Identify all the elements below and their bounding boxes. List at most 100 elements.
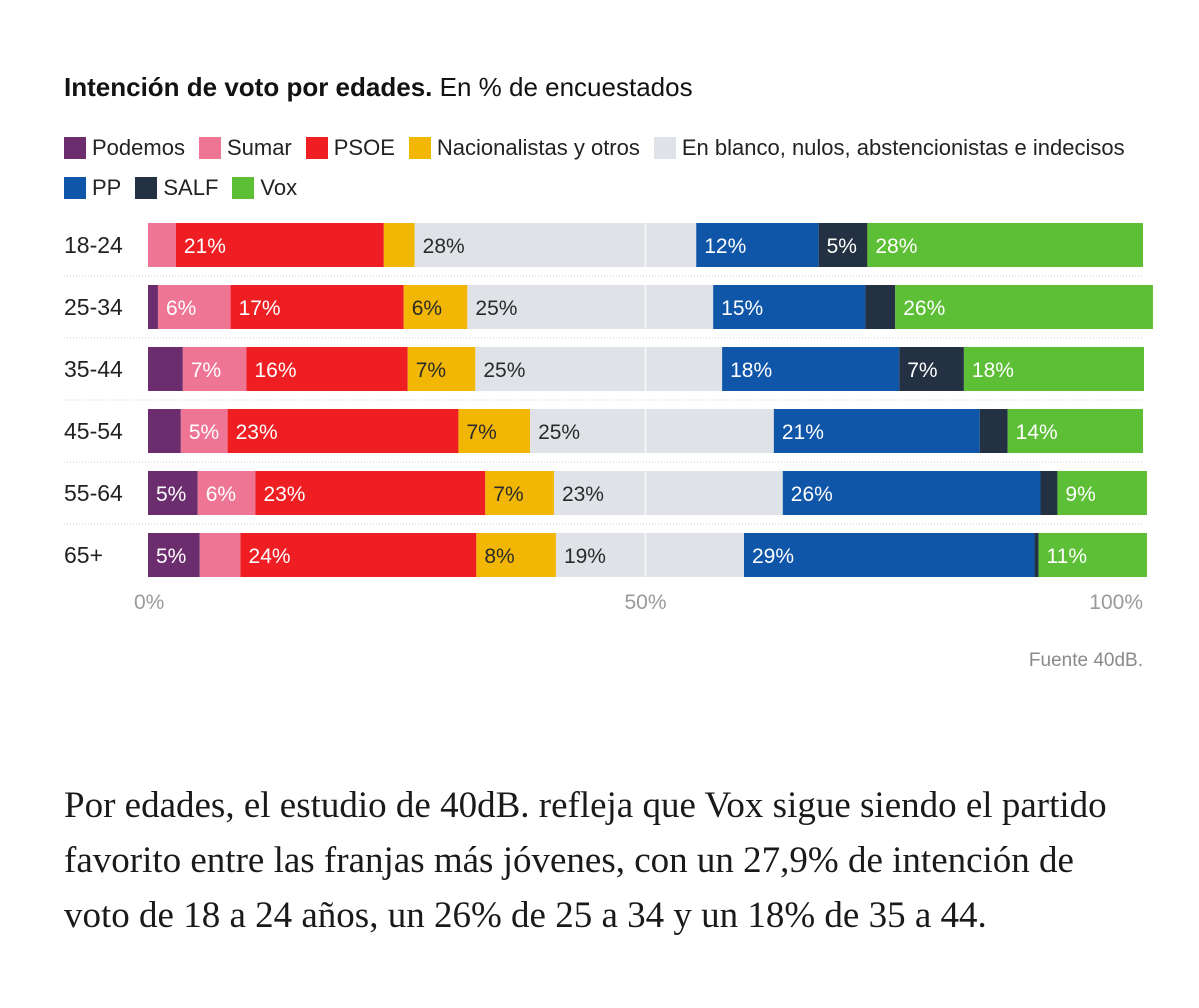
legend-label: Podemos	[92, 135, 185, 160]
bar-segment-psoe	[175, 223, 384, 267]
legend-label: Sumar	[226, 135, 292, 160]
data-label: 7%	[416, 359, 446, 382]
legend-item-psoe: PSOE	[305, 128, 395, 168]
legend-item-vox: Vox	[232, 168, 297, 208]
data-label: 16%	[255, 359, 297, 382]
bar-segment-en-blanco-nulos-abstencionistas-e-indecisos	[467, 285, 714, 329]
data-label: 7%	[493, 483, 523, 506]
data-label: 28%	[423, 235, 465, 258]
bar-segment-podemos	[148, 409, 181, 453]
bar-segment-podemos	[148, 285, 158, 329]
data-label: 17%	[239, 297, 281, 320]
legend-label: SALF	[163, 175, 219, 200]
data-label: 5%	[156, 483, 186, 506]
legend-item-sumar: Sumar	[198, 128, 292, 168]
bar-segment-salf	[818, 223, 868, 267]
legend-item-salf: SALF	[135, 168, 218, 208]
legend-swatch	[305, 137, 328, 159]
article-paragraph: Por edades, el estudio de 40dB. refleja …	[64, 785, 1107, 936]
legend-label: Nacionalistas y otros	[436, 135, 640, 160]
bar-segment-pp	[782, 471, 1041, 515]
data-label: 7%	[191, 359, 221, 382]
bar-segment-salf	[899, 347, 964, 391]
bar-segment-nacionalistas-y-otros	[485, 471, 554, 515]
legend-item-podemos: Podemos	[64, 128, 185, 168]
data-label: 24%	[249, 545, 291, 568]
data-label: 18%	[972, 359, 1014, 382]
data-label: 6%	[206, 483, 236, 506]
legend-label: PP	[92, 175, 122, 200]
data-label: 9%	[1065, 483, 1095, 506]
row-label-45-54: 45-54	[64, 418, 123, 444]
bar-segment-nacionalistas-y-otros	[407, 347, 476, 391]
bar-segment-psoe	[240, 533, 477, 577]
bar-segment-salf	[865, 285, 896, 329]
data-label: 25%	[483, 359, 525, 382]
bar-segment-vox	[963, 347, 1144, 391]
bar-segment-nacionalistas-y-otros	[383, 223, 415, 267]
bar-segment-sumar	[199, 533, 241, 577]
bar-segment-pp	[744, 533, 1035, 577]
bar-segment-vox	[1038, 533, 1147, 577]
data-label: 25%	[538, 421, 580, 444]
data-label: 5%	[156, 545, 186, 568]
row-label-65+: 65+	[64, 542, 103, 568]
bar-segment-en-blanco-nulos-abstencionistas-e-indecisos	[414, 223, 697, 267]
data-label: 14%	[1016, 421, 1058, 444]
data-label: 12%	[704, 235, 746, 258]
legend-swatch	[232, 177, 255, 199]
data-label: 18%	[730, 359, 772, 382]
chart-subtitle: En % de encuestados	[439, 72, 693, 102]
bar-segment-psoe	[255, 471, 486, 515]
data-label: 7%	[907, 359, 937, 382]
data-label: 23%	[562, 483, 604, 506]
x-tick-label: 100%	[1089, 591, 1143, 614]
bar-segment-pp	[773, 409, 980, 453]
bar-segment-vox	[895, 285, 1153, 329]
data-label: 28%	[875, 235, 917, 258]
data-label: 11%	[1047, 545, 1087, 568]
bar-segment-nacionalistas-y-otros	[476, 533, 556, 577]
legend-swatch	[64, 177, 86, 199]
bar-segment-pp	[713, 285, 866, 329]
bar-segment-sumar	[197, 471, 256, 515]
bar-segment-salf	[1034, 533, 1039, 577]
bar-segment-en-blanco-nulos-abstencionistas-e-indecisos	[475, 347, 723, 391]
bar-segment-en-blanco-nulos-abstencionistas-e-indecisos	[555, 533, 745, 577]
bar-segment-salf	[979, 409, 1008, 453]
data-label: 23%	[263, 483, 305, 506]
data-label: 29%	[752, 545, 794, 568]
x-tick-label: 0%	[134, 591, 164, 614]
legend-swatch	[198, 137, 221, 159]
legend-item-pp: PP	[64, 168, 121, 208]
bar-segment-podemos	[148, 533, 200, 577]
data-label: 5%	[189, 421, 219, 444]
legend-swatch	[64, 137, 86, 159]
bar-segment-pp	[696, 223, 819, 267]
data-label: 6%	[412, 297, 442, 320]
x-tick-label: 50%	[624, 591, 666, 614]
legend-item-en-blanco-nulos-abstencionistas-e-indecisos: En blanco, nulos, abstencionistas e inde…	[653, 128, 1125, 168]
bar-segment-podemos	[148, 471, 198, 515]
bar-segment-podemos	[148, 347, 183, 391]
bar-segment-salf	[1040, 471, 1058, 515]
bar-segment-psoe	[246, 347, 408, 391]
chart-title-main: Intención de voto por edades.	[64, 72, 433, 102]
bar-segment-psoe	[227, 409, 459, 453]
data-label: 15%	[721, 297, 763, 320]
data-label: 25%	[475, 297, 517, 320]
stacked-bar-chart: 18-24 21% 28% 12% 5% 28% 25-34 6% 17% 6% 25% 15% 26%…	[64, 223, 1153, 614]
bar-segment-vox	[1007, 409, 1143, 453]
chart-source: Fuente 40dB.	[1028, 650, 1143, 671]
bar-segment-en-blanco-nulos-abstencionistas-e-indecisos	[553, 471, 783, 515]
bar-segment-sumar	[148, 223, 176, 267]
bar-segment-pp	[722, 347, 900, 391]
bar-segment-en-blanco-nulos-abstencionistas-e-indecisos	[530, 409, 774, 453]
row-label-35-44: 35-44	[64, 356, 123, 382]
chart-title: Intención de voto por edades. En % de en…	[64, 72, 693, 103]
data-label: 19%	[564, 545, 606, 568]
data-label: 6%	[166, 297, 196, 320]
legend-label: PSOE	[333, 135, 395, 160]
row-label-25-34: 25-34	[64, 294, 123, 320]
legend-swatch	[408, 137, 431, 159]
